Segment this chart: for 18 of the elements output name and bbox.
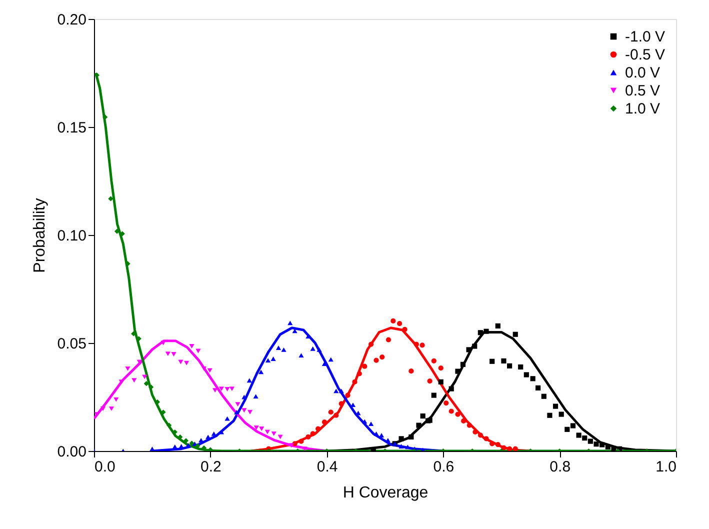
x-tick-label: 0.0 [94, 458, 116, 476]
y-tick-label: 0.20 [57, 12, 86, 28]
y-axis-title: Probability [31, 198, 48, 273]
legend-label: 1.0 V [625, 100, 660, 118]
x-tick-label: 0.4 [316, 458, 338, 476]
y-tick-label: 0.10 [57, 228, 86, 244]
legend-label: -1.0 V [625, 28, 666, 46]
x-tick-label: 0.2 [200, 458, 222, 476]
y-tick-label: 0.15 [57, 120, 86, 136]
x-tick-label: 1.0 [656, 458, 676, 476]
x-tick-label: 0.8 [550, 458, 571, 476]
y-tick-label: 0.05 [57, 336, 86, 352]
x-axis-title: H Coverage [342, 484, 428, 502]
legend-label: 0.0 V [625, 64, 660, 82]
x-tick-label: 0.6 [433, 458, 454, 476]
legend-label: 0.5 V [625, 82, 660, 100]
legend-label: -0.5 V [625, 46, 666, 64]
y-tick-label: 0.00 [57, 444, 86, 460]
